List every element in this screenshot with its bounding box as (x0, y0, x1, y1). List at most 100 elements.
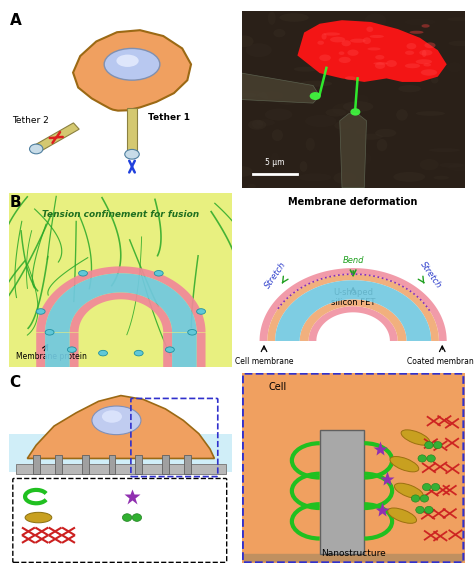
Ellipse shape (104, 48, 160, 80)
Ellipse shape (401, 430, 430, 445)
Ellipse shape (424, 42, 436, 48)
Ellipse shape (427, 455, 435, 462)
Text: Branched: Branched (81, 530, 117, 539)
Ellipse shape (377, 139, 387, 151)
Ellipse shape (363, 38, 371, 44)
Ellipse shape (448, 40, 474, 46)
Ellipse shape (321, 34, 327, 40)
Ellipse shape (310, 92, 321, 100)
Ellipse shape (434, 176, 449, 180)
Bar (33, 455, 39, 474)
Ellipse shape (233, 90, 265, 97)
Ellipse shape (29, 144, 43, 154)
Text: Arp2/3: Arp2/3 (150, 513, 175, 522)
Ellipse shape (447, 17, 470, 21)
Ellipse shape (419, 50, 432, 56)
Ellipse shape (330, 37, 345, 43)
Ellipse shape (393, 172, 425, 182)
Text: Tether 1: Tether 1 (147, 113, 190, 122)
Polygon shape (340, 114, 366, 188)
Ellipse shape (359, 134, 383, 140)
Text: B: B (9, 195, 21, 210)
Text: Cell: Cell (268, 382, 287, 392)
Bar (82, 455, 89, 474)
Bar (16, 464, 226, 474)
Ellipse shape (398, 85, 421, 92)
Ellipse shape (125, 150, 139, 159)
Ellipse shape (122, 514, 132, 521)
Ellipse shape (447, 63, 462, 72)
Ellipse shape (434, 442, 442, 449)
Bar (127, 108, 137, 156)
Ellipse shape (67, 347, 76, 352)
Ellipse shape (318, 40, 324, 45)
Ellipse shape (259, 91, 284, 100)
Ellipse shape (370, 35, 384, 38)
Ellipse shape (343, 101, 374, 112)
Ellipse shape (386, 60, 397, 67)
Ellipse shape (367, 47, 381, 51)
Ellipse shape (294, 67, 318, 72)
Ellipse shape (420, 495, 428, 502)
Ellipse shape (416, 111, 445, 116)
Text: C: C (9, 374, 20, 390)
Ellipse shape (425, 442, 433, 449)
Ellipse shape (25, 512, 52, 523)
Ellipse shape (339, 57, 351, 63)
Text: Tether 2: Tether 2 (12, 116, 48, 125)
Ellipse shape (416, 59, 432, 64)
Ellipse shape (389, 43, 397, 50)
Ellipse shape (419, 159, 439, 170)
Ellipse shape (272, 129, 283, 141)
Text: domain: domain (147, 496, 176, 505)
Ellipse shape (45, 329, 54, 335)
Text: 5 μm: 5 μm (265, 158, 285, 167)
Polygon shape (298, 20, 447, 82)
Ellipse shape (300, 161, 307, 172)
Text: domain: domain (54, 496, 83, 505)
Text: Cell membrane: Cell membrane (235, 357, 293, 366)
Text: Membrane protein: Membrane protein (16, 352, 87, 361)
Ellipse shape (265, 109, 292, 121)
Ellipse shape (117, 55, 139, 67)
Ellipse shape (422, 50, 427, 57)
Ellipse shape (448, 164, 474, 171)
Ellipse shape (375, 129, 396, 137)
Text: F-BAR: F-BAR (54, 488, 77, 497)
Bar (162, 455, 169, 474)
Ellipse shape (332, 103, 357, 116)
Polygon shape (300, 299, 407, 341)
Ellipse shape (280, 13, 309, 22)
Text: SH3: SH3 (147, 488, 163, 497)
Bar (55, 455, 62, 474)
Ellipse shape (333, 172, 356, 184)
Text: F-actin: F-actin (81, 538, 107, 547)
Ellipse shape (425, 506, 433, 514)
Ellipse shape (418, 455, 427, 462)
Ellipse shape (421, 24, 430, 28)
Bar (9, 434, 232, 472)
Bar (319, 430, 364, 554)
Ellipse shape (238, 93, 256, 98)
FancyBboxPatch shape (13, 479, 227, 562)
Ellipse shape (375, 55, 384, 60)
Polygon shape (70, 292, 172, 367)
Ellipse shape (248, 120, 266, 130)
Bar (136, 455, 142, 474)
Ellipse shape (317, 56, 326, 61)
Ellipse shape (299, 81, 332, 86)
Ellipse shape (357, 152, 371, 165)
Polygon shape (275, 281, 431, 341)
Polygon shape (309, 306, 398, 341)
Ellipse shape (366, 27, 373, 32)
Ellipse shape (305, 115, 337, 127)
Ellipse shape (405, 19, 435, 26)
Ellipse shape (307, 28, 337, 38)
Text: Tension confinement for fusion: Tension confinement for fusion (42, 210, 200, 219)
Ellipse shape (347, 50, 358, 56)
Ellipse shape (324, 32, 340, 36)
Polygon shape (260, 268, 447, 341)
Ellipse shape (79, 270, 88, 276)
Text: Stretch: Stretch (263, 260, 288, 290)
Ellipse shape (256, 92, 268, 104)
